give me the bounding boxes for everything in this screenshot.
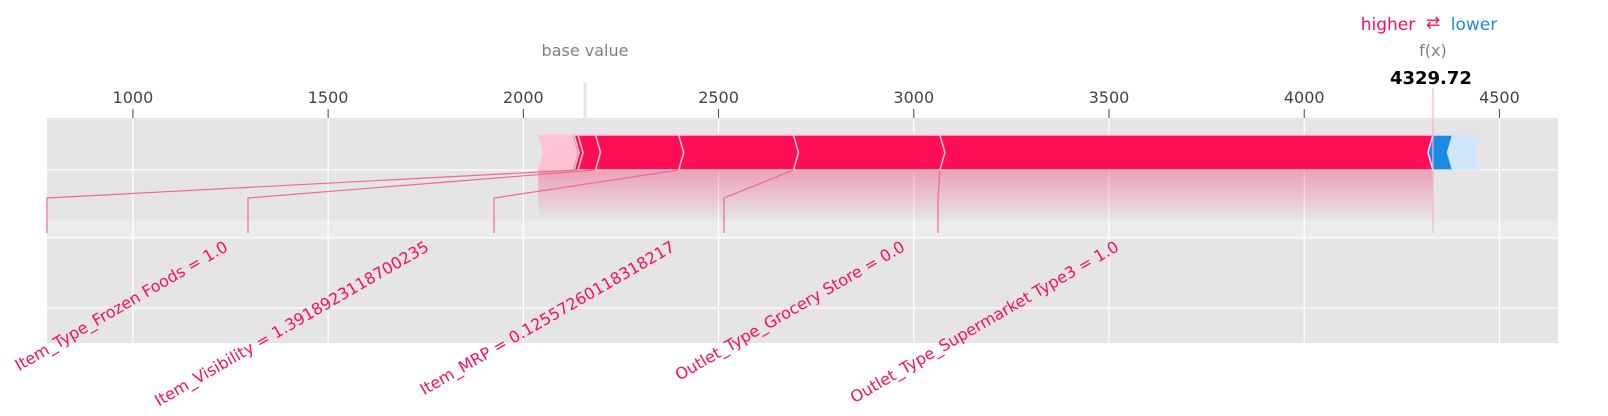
plot-light-band — [47, 220, 1558, 238]
shade-layer — [538, 170, 1433, 220]
feature-connector-3 — [493, 169, 679, 233]
fx-label: f(x) — [1419, 41, 1447, 60]
legend-higher-label: higher — [1361, 15, 1416, 35]
positive-shading — [538, 170, 1433, 220]
top-labels: base value f(x) 4329.72 — [542, 41, 1472, 89]
positive-segment-11 — [677, 134, 800, 171]
bar-layer — [537, 82, 1480, 233]
base-value-label: base value — [542, 41, 629, 60]
positive-segment-10 — [594, 134, 685, 171]
tick-label-2000: 2000 — [503, 88, 544, 107]
negative-segment-4 — [1456, 134, 1480, 171]
legend-arrow-icon: ⇄ — [1426, 13, 1440, 33]
legend-lower-label: lower — [1451, 15, 1497, 35]
tick-label-3500: 3500 — [1089, 88, 1130, 107]
tick-label-1000: 1000 — [113, 88, 154, 107]
feature-connector-2 — [247, 169, 596, 233]
feature-connector-5 — [937, 169, 941, 233]
tick-label-3000: 3000 — [893, 88, 934, 107]
tick-label-1500: 1500 — [308, 88, 349, 107]
tick-label-4500: 4500 — [1479, 88, 1520, 107]
feature-connector-1 — [46, 169, 579, 233]
legend: higher ⇄ lower — [1361, 13, 1498, 35]
positive-segment-13 — [938, 134, 1439, 171]
positive-segment-12 — [792, 134, 946, 171]
tick-label-2500: 2500 — [698, 88, 739, 107]
feature-connector-4 — [723, 169, 794, 233]
connector-layer — [46, 169, 941, 233]
tick-layer: 1000 1500 2000 2500 3000 3500 4000 4500 — [113, 88, 1520, 118]
fx-value: 4329.72 — [1390, 68, 1472, 89]
tick-label-4000: 4000 — [1284, 88, 1325, 107]
